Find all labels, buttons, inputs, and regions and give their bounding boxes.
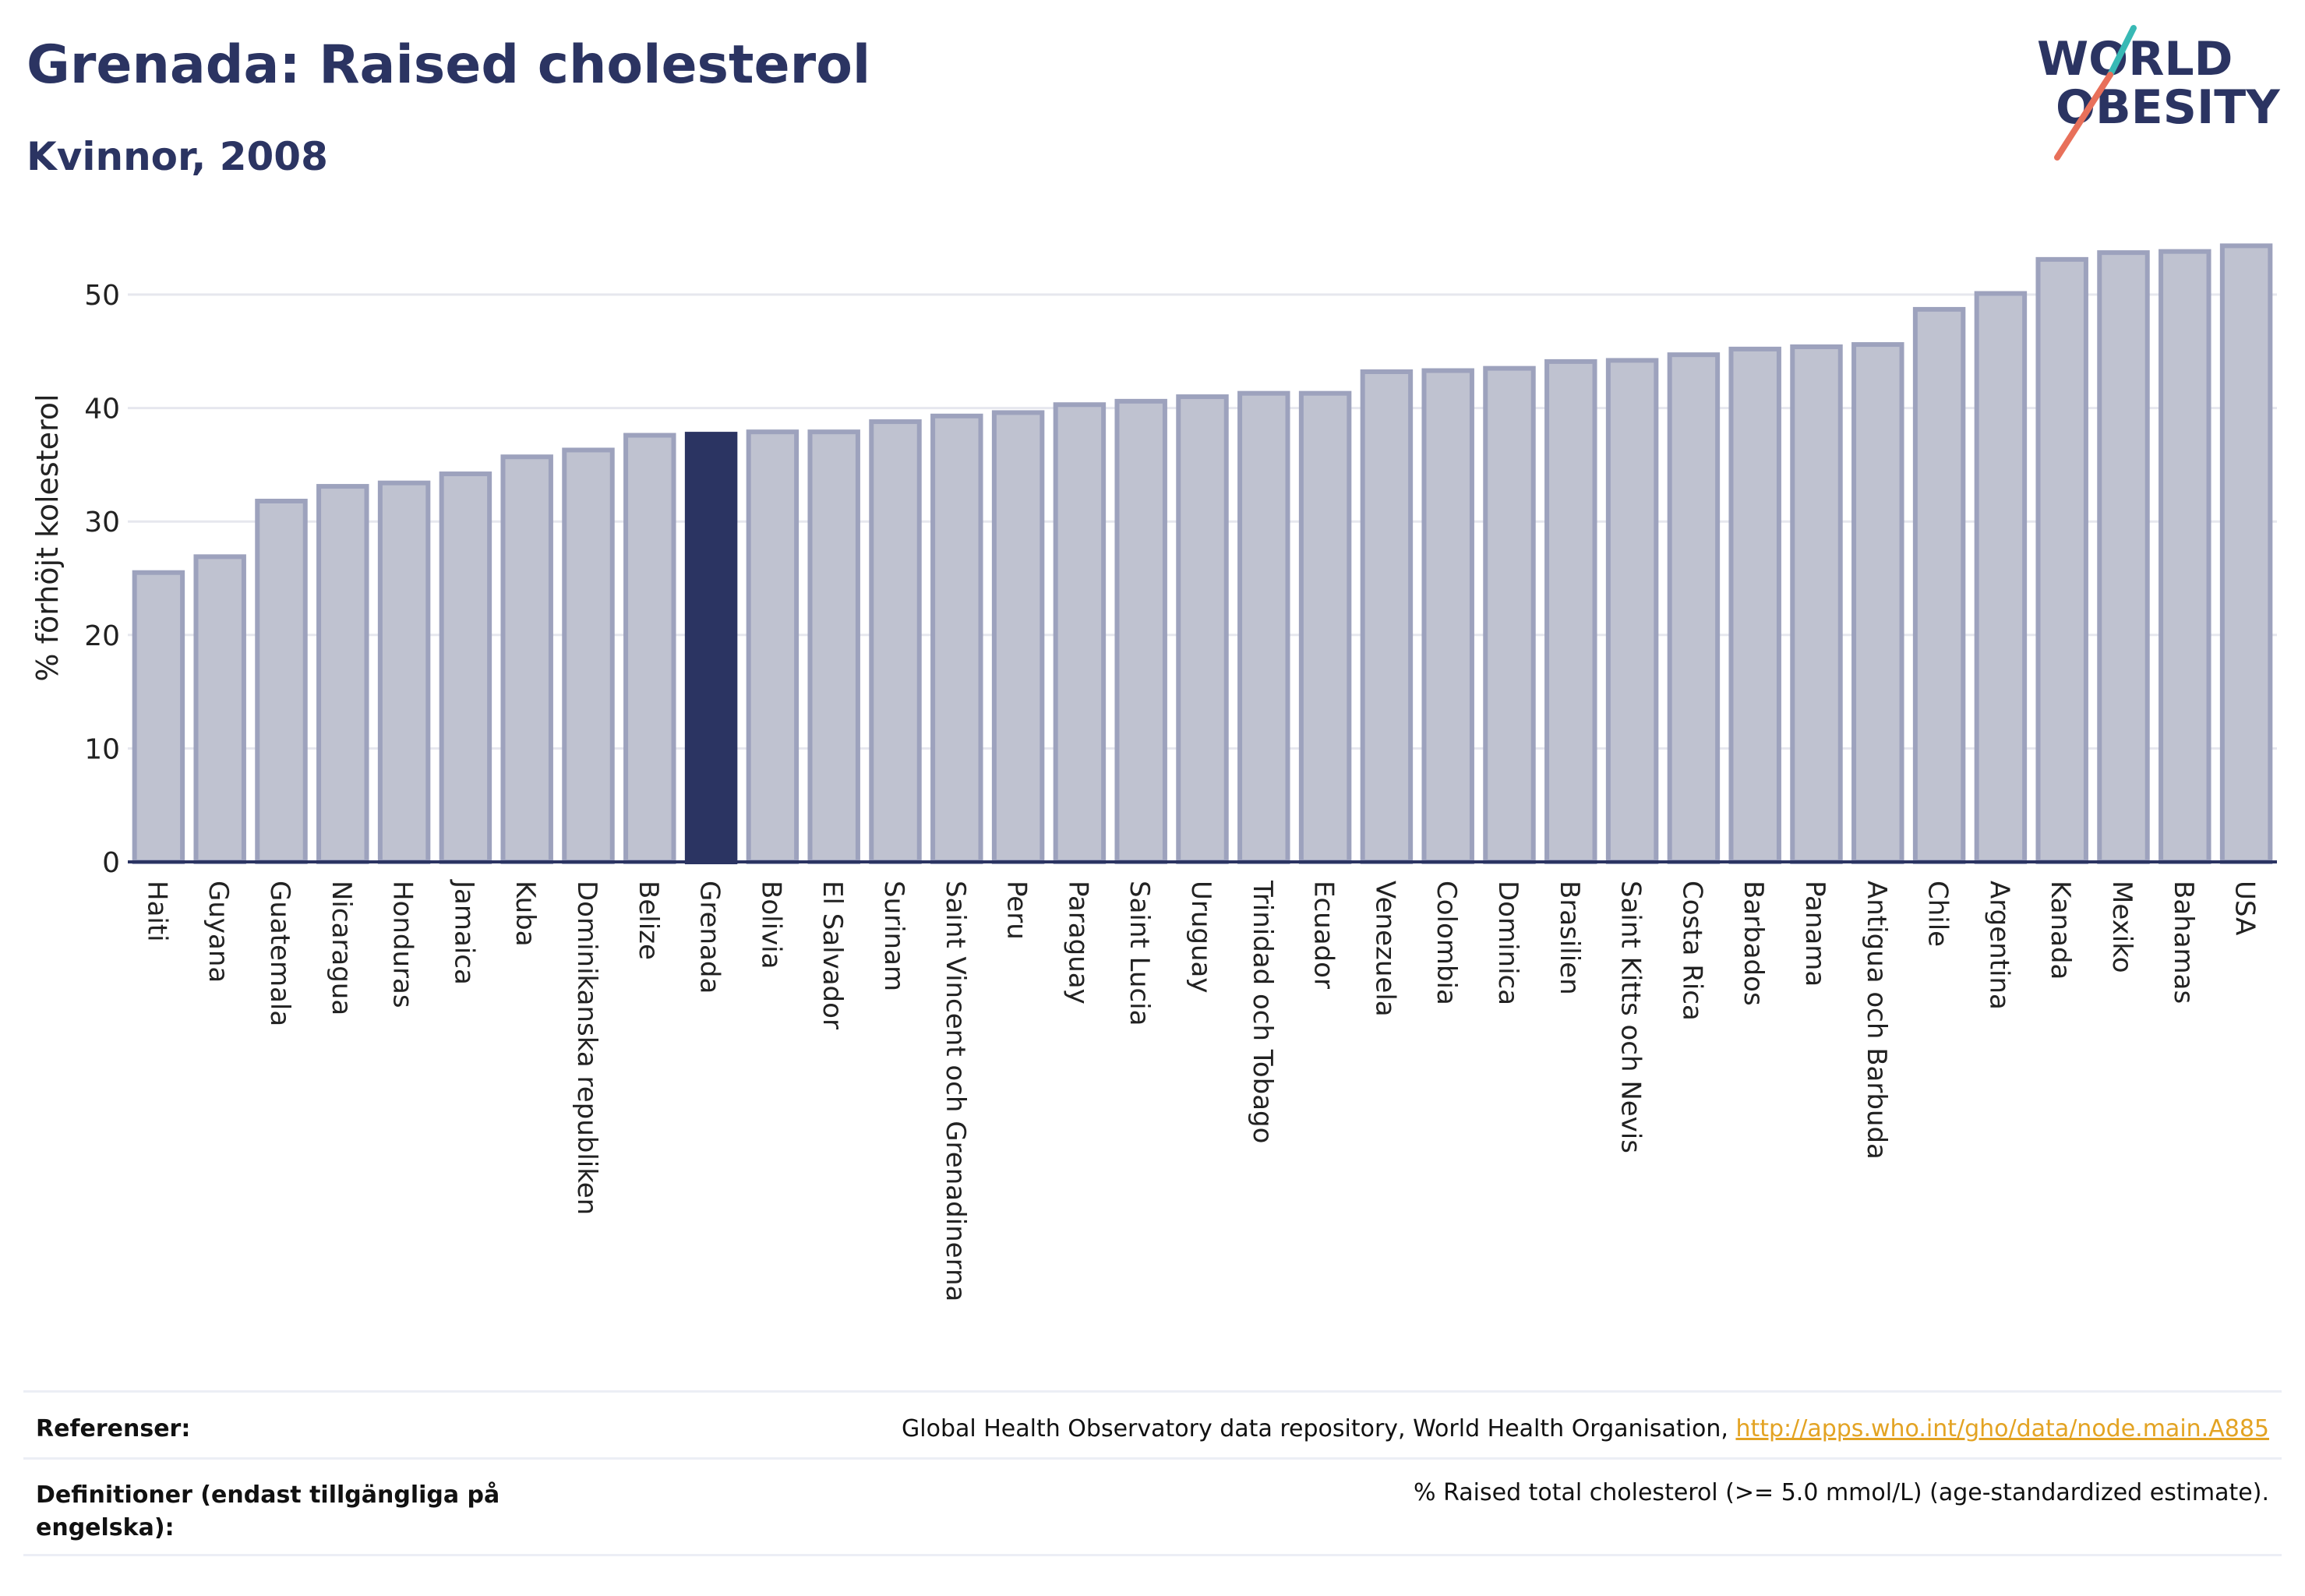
footer-divider xyxy=(23,1554,2282,1556)
references-source: Global Health Observatory data repositor… xyxy=(902,1415,1736,1442)
x-tick-label: Surinam xyxy=(878,881,909,991)
bar xyxy=(255,498,308,864)
bar xyxy=(746,429,800,864)
bar xyxy=(2159,249,2211,864)
y-tick-label: 20 xyxy=(84,620,120,652)
x-tick-label: Bahamas xyxy=(2168,881,2199,1004)
x-tick-label: Argentina xyxy=(1983,881,2014,1010)
bar xyxy=(562,447,615,864)
bar xyxy=(2035,256,2088,864)
bar xyxy=(2097,250,2150,864)
x-tick-label: Kuba xyxy=(510,881,541,947)
logo-line2: OBESITY xyxy=(2056,80,2281,135)
x-tick-label: Honduras xyxy=(387,881,418,1008)
bar xyxy=(2219,243,2273,864)
references-link[interactable]: http://apps.who.int/gho/data/node.main.A… xyxy=(1735,1415,2269,1442)
footer-divider xyxy=(23,1390,2282,1393)
bar xyxy=(1912,306,1966,865)
x-tick-label: Venezuela xyxy=(1369,881,1400,1017)
x-tick-label: Saint Lucia xyxy=(1124,881,1155,1026)
definitions-text: % Raised total cholesterol (>= 5.0 mmol/… xyxy=(1414,1479,2269,1506)
logo-slash-teal xyxy=(2107,25,2137,78)
bar xyxy=(1544,358,1597,864)
y-tick-labels: 0 10 20 30 40 50 xyxy=(84,280,120,879)
chart-subtitle: Kvinnor, 2008 xyxy=(26,134,328,179)
bars xyxy=(132,243,2273,865)
logo-line1: WORLD xyxy=(2037,32,2233,87)
x-tick-label: Chile xyxy=(1922,881,1954,947)
x-tick-label: Peru xyxy=(1001,881,1032,940)
y-tick-label: 30 xyxy=(84,507,120,538)
bar xyxy=(132,570,185,864)
bar xyxy=(1421,368,1474,864)
x-tick-label: Belize xyxy=(633,881,664,960)
bar xyxy=(807,429,860,864)
x-tick-label: Brasilien xyxy=(1554,881,1585,995)
x-tick-label: Costa Rica xyxy=(1676,881,1707,1021)
bar xyxy=(377,480,431,864)
y-tick-label: 0 xyxy=(102,847,120,879)
y-tick-label: 50 xyxy=(84,280,120,312)
bar xyxy=(623,433,676,864)
y-axis-label: % förhöjt kolesterol xyxy=(30,394,65,681)
bar xyxy=(1667,352,1721,864)
bar xyxy=(500,454,553,864)
bar xyxy=(1360,369,1414,864)
x-tick-label: Bolivia xyxy=(755,881,786,969)
bar xyxy=(1176,394,1229,865)
bar xyxy=(869,419,922,864)
references-label: Referenser: xyxy=(36,1415,191,1442)
x-tick-label: Guyana xyxy=(203,881,234,983)
x-tick-label: Mexiko xyxy=(2106,881,2137,973)
x-tick-label: Uruguay xyxy=(1185,881,1216,994)
x-tick-label: Kanada xyxy=(2045,881,2076,980)
bar-chart: 0 10 20 30 40 50 Haiti Guyana Guatemala Nicaragu… xyxy=(30,243,2277,1301)
x-tick-label: El Salvador xyxy=(817,881,848,1029)
logo-slash-coral xyxy=(2054,72,2113,161)
bar xyxy=(991,410,1045,864)
bar xyxy=(1298,390,1352,864)
x-tick-labels: Haiti Guyana Guatemala Nicaragua Honduras Jam… xyxy=(141,879,2260,1301)
x-tick-label: Saint Vincent och Grenadinerna xyxy=(940,881,971,1301)
x-tick-label: Paraguay xyxy=(1062,881,1093,1005)
y-tick-label: 10 xyxy=(84,733,120,765)
bar xyxy=(1114,398,1167,864)
bar xyxy=(439,471,492,864)
bar xyxy=(1790,344,1843,864)
x-tick-label: Haiti xyxy=(141,881,172,942)
bar xyxy=(193,554,246,864)
x-tick-label: Antigua och Barbuda xyxy=(1861,881,1892,1160)
x-tick-label: Barbados xyxy=(1738,881,1769,1006)
bar xyxy=(1851,342,1904,864)
bar xyxy=(1237,390,1290,864)
x-tick-label: Nicaragua xyxy=(326,881,357,1015)
x-tick-label: Dominikanska republiken xyxy=(571,881,602,1215)
references-text: Global Health Observatory data repositor… xyxy=(902,1415,2269,1442)
x-tick-label: Ecuador xyxy=(1308,881,1340,989)
x-tick-label: Dominica xyxy=(1492,881,1523,1005)
definitions-label: Definitioner (endast tillgängliga på eng… xyxy=(36,1481,500,1541)
bar xyxy=(1974,291,2028,864)
world-obesity-logo: WORLD OBESITY xyxy=(2037,25,2281,161)
x-tick-label: Guatemala xyxy=(264,881,295,1026)
x-tick-label: Grenada xyxy=(694,881,725,994)
bar xyxy=(1483,365,1536,864)
x-tick-label: Colombia xyxy=(1431,881,1462,1005)
footer-divider xyxy=(23,1457,2282,1460)
bar xyxy=(1728,346,1781,864)
y-tick-label: 40 xyxy=(84,394,120,425)
x-tick-label: Saint Kitts och Nevis xyxy=(1615,881,1647,1153)
chart-title: Grenada: Raised cholesterol xyxy=(26,34,871,96)
x-tick-label: Panama xyxy=(1799,881,1830,987)
x-tick-label: Trinidad och Tobago xyxy=(1247,880,1278,1143)
x-tick-label: USA xyxy=(2229,881,2261,935)
bar xyxy=(1605,358,1659,864)
bar xyxy=(316,484,369,865)
bar xyxy=(1053,402,1107,864)
x-tick-label: Jamaica xyxy=(448,879,479,985)
bar xyxy=(930,413,983,864)
bar-highlighted xyxy=(684,432,738,864)
